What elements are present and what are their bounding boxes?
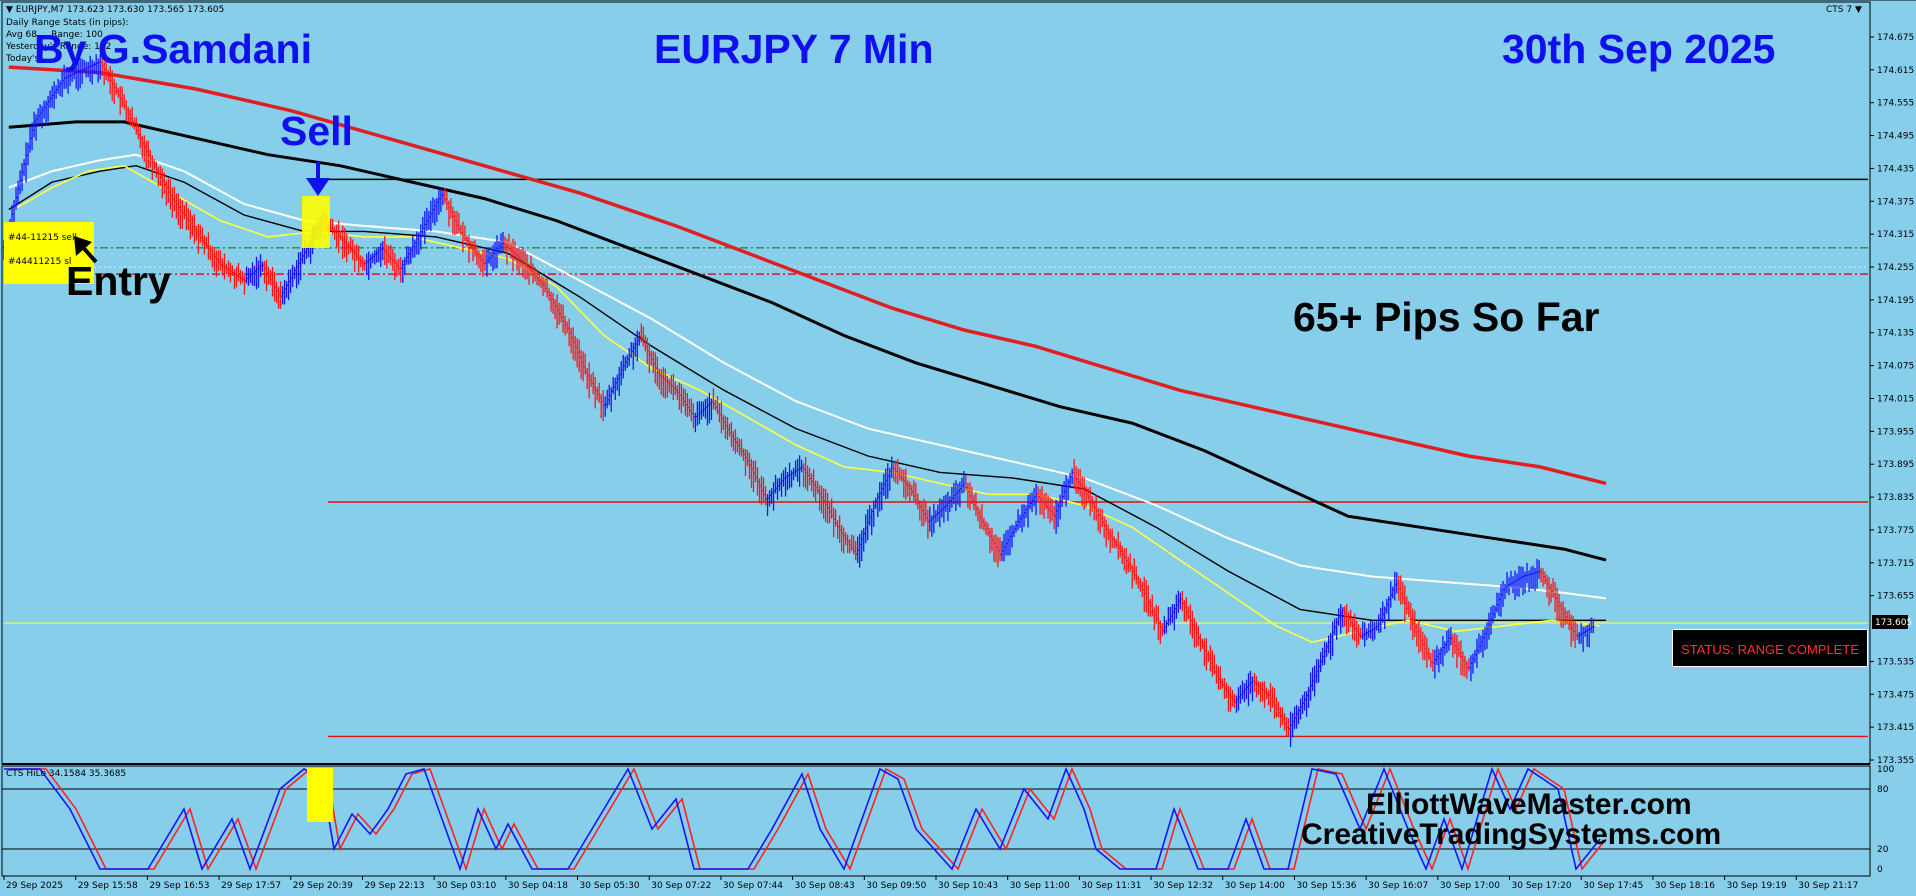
site-label-1: ElliottWaveMaster.com [1366,788,1692,821]
y-tick-label: 174.435 [1877,164,1914,174]
sell-candle-highlight [302,196,330,248]
current-price-marker [1872,615,1908,629]
x-tick-label: 30 Sep 05:30 [580,881,640,891]
author-label: By G.Samdani [34,26,312,72]
x-tick-label: 30 Sep 04:18 [508,881,568,891]
x-tick-label: 30 Sep 21:17 [1798,881,1858,891]
y-tick-label: 173.355 [1877,756,1914,766]
sell-arrow-icon [306,162,330,196]
x-tick-label: 29 Sep 15:58 [78,881,138,891]
status-text: STATUS: RANGE COMPLETE [1681,642,1859,657]
x-tick-label: 29 Sep 2025 [6,881,63,891]
entry-arrow-icon [74,236,98,264]
stats-line-4: Today's ... [6,54,51,64]
x-tick-label: 30 Sep 17:20 [1512,881,1572,891]
x-tick-label: 29 Sep 16:53 [149,881,209,891]
x-tick-label: 30 Sep 19:19 [1727,881,1787,891]
y-tick-label: 173.775 [1877,526,1914,536]
y-tick-label: 173.895 [1877,460,1914,470]
y-tick-label: 174.075 [1877,362,1914,372]
dropdown-arrow-icon[interactable]: ▼ [1854,5,1862,15]
x-tick-label: 30 Sep 18:16 [1655,881,1715,891]
date-label: 30th Sep 2025 [1502,26,1776,72]
indicator-label: CTS HiLo 34.1584 35.3685 [6,769,127,779]
terminal-label: CTS 7 [1826,5,1853,15]
x-tick-label: 30 Sep 14:00 [1225,881,1285,891]
stoch-axis-label: 100 [1877,765,1894,775]
x-tick-label: 29 Sep 17:57 [221,881,281,891]
y-tick-label: 173.415 [1877,723,1914,733]
x-tick-label: 30 Sep 17:45 [1583,881,1643,891]
pips-label: 65+ Pips So Far [1293,294,1600,340]
ema-white-line [8,153,1607,600]
y-tick-label: 174.195 [1877,296,1914,306]
status-box: STATUS: RANGE COMPLETE [1672,629,1868,667]
collapse-triangle-icon[interactable]: ▼ [6,5,13,15]
y-tick-label: 173.475 [1877,690,1914,700]
order-sl-label[interactable]: #44411215 sl [8,257,72,267]
y-tick-label: 173.715 [1877,559,1914,569]
stats-line-1: Daily Range Stats (in pips): [6,18,129,28]
symbol-info: ▼ EURJPY,M7 173.623 173.630 173.565 173.… [6,5,224,15]
x-tick-label: 29 Sep 20:39 [293,881,353,891]
x-tick-label: 30 Sep 15:36 [1296,881,1356,891]
y-tick-label: 174.375 [1877,197,1914,207]
stats-line-2: Avg 68 ... Range: 100 [6,30,103,40]
symbol-line: EURJPY,M7 173.623 173.630 173.565 173.60… [15,5,225,15]
price-bars [2,52,1595,747]
time-axis: 29 Sep 2025 29 Sep 15:58 29 Sep 16:53 29 Se… [3,876,1858,891]
x-tick-label: 30 Sep 16:07 [1368,881,1428,891]
x-tick-label: 30 Sep 10:43 [938,881,998,891]
y-tick-label: 174.015 [1877,394,1914,404]
x-tick-label: 30 Sep 11:00 [1010,881,1070,891]
y-tick-label: 173.955 [1877,427,1914,437]
stoch-axis-label: 20 [1877,845,1889,855]
x-tick-label: 30 Sep 17:00 [1440,881,1500,891]
x-tick-label: 30 Sep 09:50 [866,881,926,891]
terminal-label-wrap: CTS 7 ▼ [1826,5,1862,15]
ema-red-line [8,65,1607,486]
y-tick-label: 174.555 [1877,99,1914,109]
stoch-axis-label: 0 [1877,865,1883,875]
y-tick-label: 174.135 [1877,329,1914,339]
ema-black-mid-line [8,164,1606,621]
price-axis: 174.675 174.615 174.555 174.495 174.435 174.3… [1870,33,1914,766]
y-tick-label: 174.315 [1877,230,1914,240]
y-tick-label: 173.655 [1877,592,1914,602]
y-tick-label: 174.615 [1877,66,1914,76]
chart-title: EURJPY 7 Min [654,26,934,72]
current-price-label: 173.605 [1875,618,1912,628]
y-tick-label: 174.255 [1877,263,1914,273]
site-label-2: CreativeTradingSystems.com [1301,818,1722,851]
stoch-axis-label: 80 [1877,785,1889,795]
entry-label: Entry [66,258,171,304]
x-tick-label: 30 Sep 11:31 [1081,881,1141,891]
y-tick-label: 173.835 [1877,493,1914,503]
ema-black-slow-line [8,120,1607,562]
x-tick-label: 30 Sep 08:43 [795,881,855,891]
x-tick-label: 30 Sep 07:22 [651,881,711,891]
sell-label: Sell [280,108,353,154]
stoch-highlight [307,768,333,822]
x-tick-label: 30 Sep 12:32 [1153,881,1213,891]
x-tick-label: 30 Sep 03:10 [436,881,496,891]
y-tick-label: 174.495 [1877,132,1914,142]
x-tick-label: 30 Sep 07:44 [723,881,783,891]
stats-line-3: Yesterday's Range: 102 [6,42,112,52]
y-tick-label: 174.675 [1877,33,1914,43]
order-sell-label[interactable]: #44-11215 sell [8,233,77,243]
x-tick-label: 29 Sep 22:13 [364,881,424,891]
y-tick-label: 173.535 [1877,657,1914,667]
